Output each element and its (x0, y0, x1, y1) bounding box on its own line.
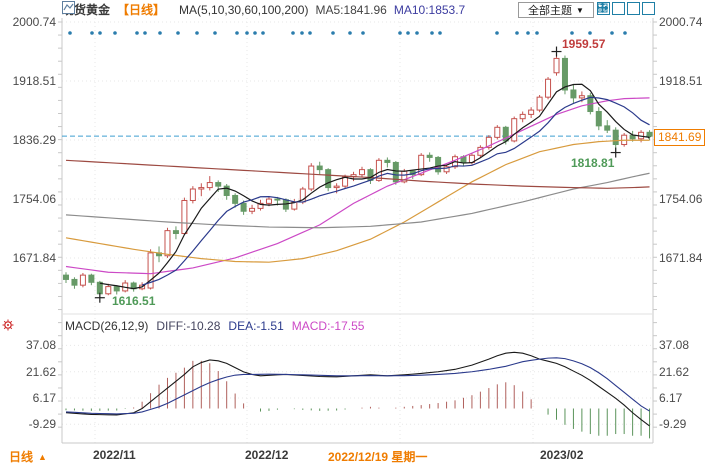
theme-dropdown[interactable]: 全部主题 ▼ (518, 2, 594, 18)
x-axis-label: 2022/11 (93, 448, 136, 462)
macd-name: MACD(26,12,9) (65, 319, 149, 333)
x-axis-selected-date: 2022/12/19 星期一 (328, 450, 428, 464)
period-label: 日线 (9, 450, 34, 464)
indicator-settings-icon[interactable] (2, 319, 14, 331)
macd-indicator-header[interactable]: MACD(26,12,9) DIFF:-10.28 DEA:-1.51 MACD… (65, 319, 364, 333)
price-axis-label-left: 6.17 (32, 390, 56, 405)
price-axis-label-left: 21.62 (25, 364, 56, 379)
price-axis-label-left: 1836.29 (12, 133, 56, 147)
macd-hist-value: MACD:-17.55 (291, 319, 365, 333)
x-axis-label: 2022/12 (245, 448, 289, 462)
price-axis-label-right: 1671.84 (659, 251, 703, 266)
chart-toolbar (597, 2, 655, 15)
price-axis-label-left: 37.08 (25, 338, 56, 353)
pan-right-button[interactable] (597, 2, 655, 15)
price-axis-label-right: 1918.51 (659, 74, 703, 88)
macd-dea-value: DEA:-1.51 (228, 319, 284, 333)
ma-settings-label[interactable]: MA(5,10,30,60,100,200) (179, 2, 309, 17)
price-axis-label-right: 37.08 (659, 338, 690, 353)
chevron-down-icon: ▼ (576, 5, 584, 15)
x-axis-label: 2023/02 (540, 448, 584, 462)
price-axis-label-left: 1671.84 (12, 251, 56, 266)
price-axis-label-right: 21.62 (659, 364, 690, 379)
price-axis-label-right: 1754.06 (659, 192, 703, 207)
macd-diff-value: DIFF:-10.28 (156, 319, 221, 333)
triangle-up-icon: ▲ (38, 451, 47, 462)
current-price-badge: 1841.69 (654, 129, 706, 146)
price-axis-label-left: 1754.06 (12, 192, 56, 207)
price-axis-label-right: -9.29 (659, 417, 687, 432)
price-axis-label-left: -9.29 (28, 417, 56, 432)
period-tag: 【日线】 (117, 3, 166, 17)
fit-vertical-button[interactable] (597, 2, 625, 15)
ma10-value: MA10:1853.7 (393, 2, 466, 17)
fit-horizontal-button[interactable] (597, 2, 640, 15)
price-axis-label-left: 1918.51 (12, 74, 56, 88)
theme-dropdown-label: 全部主题 (528, 5, 573, 17)
early-low-price-annotation: 1616.51 (112, 294, 156, 308)
time-axis-bar: 日线 ▲ 2022/11 2022/12 2022/12/19 星期一 2023… (0, 445, 715, 467)
high-price-annotation: 1959.57 (562, 37, 606, 51)
price-axis-label-left: 2000.74 (12, 15, 56, 29)
ma5-value: MA5:1841.96 (315, 2, 387, 17)
low-price-annotation: 1818.81 (571, 156, 615, 170)
chart-header: 现货黄金 【日线】 MA(5,10,30,60,100,200) MA5:184… (62, 1, 465, 18)
price-axis-label-right: 2000.74 (659, 15, 703, 29)
period-selector[interactable]: 日线 ▲ (9, 448, 47, 465)
price-axis-label-right: 6.17 (659, 390, 683, 405)
